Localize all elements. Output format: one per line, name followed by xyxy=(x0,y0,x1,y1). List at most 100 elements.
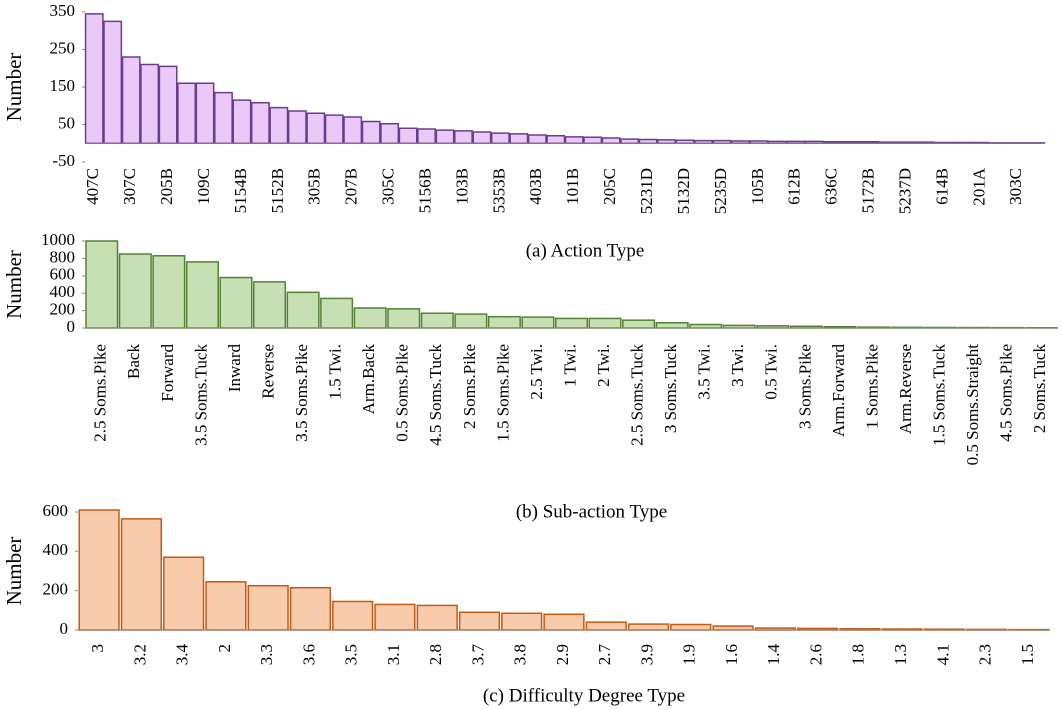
x-tick-label: 5152B xyxy=(268,168,287,213)
bar xyxy=(416,604,458,631)
bar xyxy=(158,65,178,144)
x-tick-label: 5154B xyxy=(231,168,250,213)
bar xyxy=(324,114,344,144)
bar xyxy=(689,323,723,329)
y-tick-label: 800 xyxy=(50,247,76,266)
x-tick-label: 2.8 xyxy=(426,644,445,665)
x-tick-label: 109C xyxy=(194,168,213,205)
x-tick-label: 636C xyxy=(822,168,841,205)
y-tick-label: 400 xyxy=(43,540,69,559)
x-tick-label: 201A xyxy=(969,167,988,206)
x-tick-label: 2 Soms.Tuck xyxy=(1030,344,1049,434)
bar xyxy=(472,131,492,144)
x-tick-label: Reverse xyxy=(258,344,277,399)
x-tick-label: 205B xyxy=(157,168,176,205)
x-tick-label: 303C xyxy=(1006,168,1025,205)
x-tick-label: 103B xyxy=(452,168,471,205)
bar xyxy=(195,82,215,144)
x-tick-label: 4.1 xyxy=(933,644,952,665)
y-tick-label: 350 xyxy=(50,1,76,20)
x-tick-label: 1.5 xyxy=(1018,644,1037,665)
bar xyxy=(398,127,418,144)
x-tick-label: 3.4 xyxy=(173,644,192,666)
y-tick-label: 50 xyxy=(58,113,75,132)
x-tick-label: 2.7 xyxy=(595,644,614,666)
x-tick-label: 2.6 xyxy=(806,644,825,665)
x-tick-label: 3.5 Soms.Pike xyxy=(292,344,311,442)
x-tick-label: 305B xyxy=(305,168,324,205)
bar xyxy=(454,313,488,329)
y-axis-label: Number xyxy=(2,537,26,606)
y-tick-label: 250 xyxy=(50,38,76,57)
y-tick-label: 400 xyxy=(50,282,76,301)
bar xyxy=(655,322,689,329)
bar xyxy=(638,138,658,144)
bar xyxy=(420,312,454,329)
bar xyxy=(103,20,123,144)
bar xyxy=(543,613,585,631)
bar xyxy=(152,255,186,329)
bar xyxy=(454,130,473,144)
x-tick-label: 1 Soms.Pike xyxy=(862,344,881,429)
y-tick-label: 150 xyxy=(50,76,76,95)
x-tick-label: 1.6 xyxy=(722,644,741,665)
y-tick-label: 200 xyxy=(43,580,69,599)
x-tick-label: 614B xyxy=(932,168,951,205)
bar xyxy=(287,110,307,144)
x-tick-label: 2 xyxy=(215,644,234,653)
bar xyxy=(185,261,219,329)
x-tick-label: 3 Soms.Pike xyxy=(795,344,814,429)
x-tick-label: 1.5 Soms.Pike xyxy=(493,344,512,442)
x-tick-label: 101B xyxy=(563,168,582,205)
bar xyxy=(118,253,152,329)
bar xyxy=(527,134,547,144)
y-tick-label: 200 xyxy=(50,300,76,319)
x-tick-label: 205C xyxy=(600,168,619,205)
x-tick-label: 4.5 Soms.Pike xyxy=(997,344,1016,442)
bar xyxy=(306,112,326,144)
x-tick-label: 612B xyxy=(785,168,804,205)
x-tick-label: 2.5 Soms.Pike xyxy=(91,344,110,442)
x-tick-label: 3.5 xyxy=(342,644,361,665)
bar xyxy=(286,291,320,329)
bar xyxy=(121,56,141,144)
x-tick-label: 3 Twi. xyxy=(728,344,747,387)
x-tick-label: 105B xyxy=(748,168,767,205)
bar xyxy=(269,106,289,144)
bar xyxy=(380,123,400,144)
bar xyxy=(214,91,233,144)
y-tick-label: 600 xyxy=(50,265,76,284)
x-tick-label: 207B xyxy=(342,168,361,205)
x-tick-label: 1.4 xyxy=(764,644,783,666)
bar xyxy=(387,308,421,329)
x-tick-label: 3 xyxy=(88,644,107,653)
bar xyxy=(232,99,252,144)
x-tick-label: 3.2 xyxy=(130,644,149,665)
x-tick-label: 4.5 Soms.Tuck xyxy=(426,344,445,446)
x-tick-label: 407C xyxy=(83,168,102,205)
y-tick-label: -50 xyxy=(52,151,75,170)
y-tick-label: 0 xyxy=(67,317,76,336)
bar xyxy=(588,317,622,329)
x-tick-label: Back xyxy=(124,344,143,379)
bar xyxy=(564,136,584,144)
bar xyxy=(585,621,627,631)
bar xyxy=(289,586,332,631)
bar xyxy=(332,600,374,631)
x-tick-label: Forward xyxy=(158,344,177,402)
bar xyxy=(490,132,510,144)
x-tick-label: Inward xyxy=(225,344,244,393)
bar xyxy=(247,585,289,631)
x-tick-label: Arm.Reverse xyxy=(896,344,915,434)
chart-title: (a) Action Type xyxy=(526,240,645,261)
y-tick-label: 600 xyxy=(43,501,69,520)
bar xyxy=(509,133,529,144)
x-tick-label: 1 Twi. xyxy=(560,344,579,387)
x-tick-label: 0.5 Soms.Straight xyxy=(963,344,982,466)
x-tick-label: 3.6 xyxy=(299,644,318,665)
bar xyxy=(583,136,603,144)
x-tick-label: 1.5 Soms.Tuck xyxy=(929,344,948,446)
x-tick-label: 0.5 Soms.Pike xyxy=(393,344,412,442)
chart-title: (b) Sub-action Type xyxy=(516,501,667,522)
